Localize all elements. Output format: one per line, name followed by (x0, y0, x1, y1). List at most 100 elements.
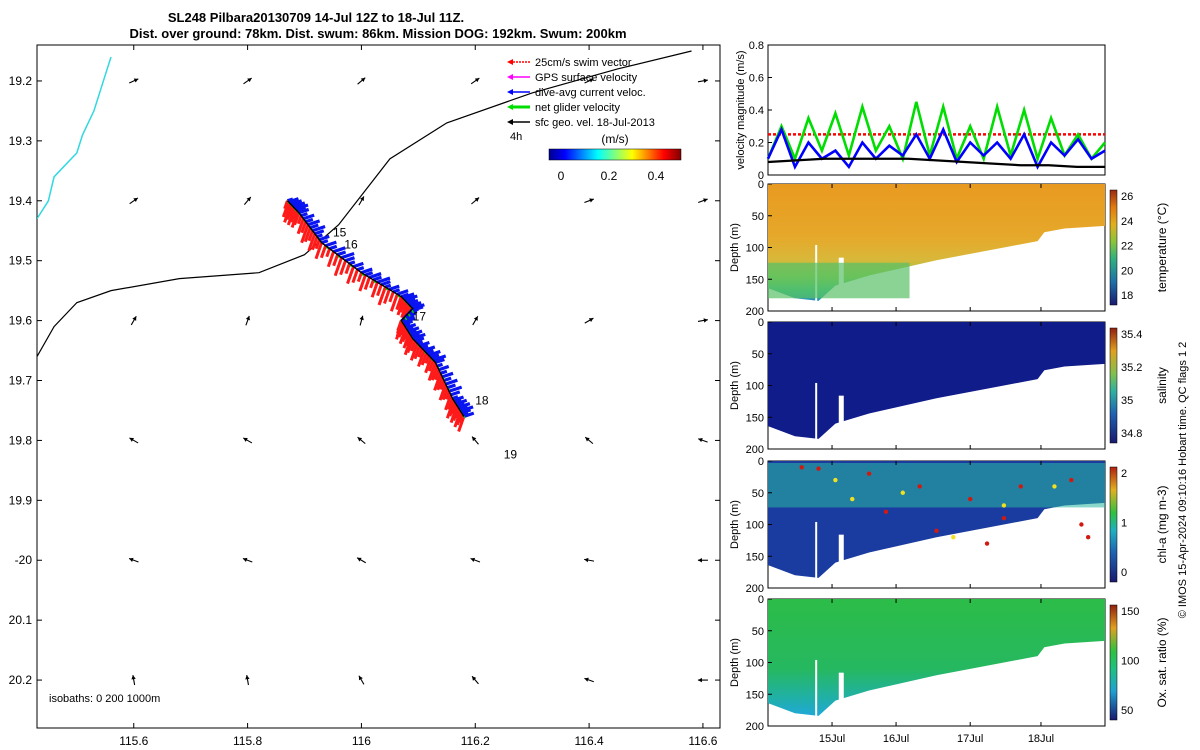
current-veloc-vector (463, 411, 475, 418)
depth-tick-label: 200 (746, 444, 764, 456)
colorbar-tick-0: 0 (558, 169, 565, 183)
current-veloc-vector (443, 376, 452, 383)
chl-point (968, 496, 973, 502)
swim-vector (410, 340, 417, 352)
current-veloc-vector (300, 212, 308, 218)
swim-vector (344, 263, 351, 275)
chl-point (866, 471, 872, 476)
swim-vector (417, 350, 426, 368)
current-veloc-vector (457, 402, 471, 409)
current-veloc-vector (456, 401, 465, 408)
section-panel-2: 0 50 100 150 200 Depth (m) 2 1 0 chl-a (mg m-3) (729, 456, 1169, 595)
current-vector-head (584, 677, 589, 682)
chl-point (1001, 515, 1007, 521)
section-colorbar-0 (1109, 189, 1118, 306)
swim-vector (400, 325, 407, 336)
depth-tick-label: 200 (746, 306, 764, 318)
current-veloc-vector (309, 223, 319, 230)
velocity-ylabel: velocity magnitude (m/s) (735, 50, 747, 169)
current-veloc-vector (461, 408, 472, 415)
current-veloc-vector (450, 390, 461, 397)
colorbar-tick-label: 34.8 (1121, 428, 1142, 440)
depth-tick-label: 150 (746, 551, 764, 563)
depth-tick-label: 50 (752, 349, 764, 361)
footer-text: © IMOS 15-Apr-2024 09:10:16 Hobart time.… (1177, 342, 1189, 619)
current-veloc-vector (451, 395, 459, 401)
current-veloc-vector (318, 234, 330, 242)
legend-arrowhead-0 (507, 59, 513, 65)
current-vector-head (472, 436, 477, 442)
map-y-tick-label: 19.3 (9, 134, 33, 148)
colorbar-tick-1: 0.2 (601, 169, 618, 183)
current-vector-head (470, 557, 476, 562)
depth-tick-label: 0 (758, 594, 764, 606)
current-veloc-vector (445, 378, 458, 386)
current-veloc-vector (428, 349, 441, 357)
current-veloc-vector (302, 213, 315, 221)
depth-tick-label: 150 (746, 412, 764, 424)
swim-vector (436, 376, 444, 391)
current-veloc-vector (421, 344, 429, 350)
swim-vector (453, 410, 462, 428)
day-label-3: 18 (475, 393, 489, 407)
chl-point (883, 509, 889, 514)
chl-point (1069, 477, 1074, 483)
colorbar-tick-label: 35.2 (1121, 362, 1142, 374)
swim-vector (396, 320, 403, 332)
current-vector-head (698, 438, 703, 443)
chl-point (816, 466, 821, 471)
colorbar-tick-label: 150 (1121, 606, 1139, 618)
map-x-tick-label: 115.8 (233, 734, 262, 748)
time-tick-label: 17Jul (957, 733, 983, 745)
swim-vector (300, 221, 308, 234)
swim-vector (377, 286, 387, 306)
current-veloc-vector (396, 289, 409, 296)
current-vector-head (703, 318, 708, 323)
current-vector-head (588, 318, 594, 323)
chl-max-layer (768, 463, 1105, 508)
colorbar-tick-label: 22 (1121, 241, 1133, 253)
swim-vector (332, 254, 339, 267)
current-veloc-vector (307, 219, 321, 227)
current-vector-head (473, 316, 478, 321)
swim-vector (402, 332, 411, 349)
day-label-0: 15 (333, 226, 347, 240)
current-veloc-vector (438, 364, 450, 372)
legend-time-label: 4h (510, 131, 522, 143)
chart-subtitle: Dist. over ground: 78km. Dist. swum: 86k… (129, 26, 626, 41)
depth-axis-label-3: Depth (m) (729, 638, 741, 687)
current-vector-head (585, 437, 590, 442)
depth-axis-label-1: Depth (m) (729, 361, 741, 410)
current-veloc-vector (405, 322, 417, 330)
section-panel-0: 0 50 100 150 200 Depth (m) 26 24 22 20 18 temperatu… (729, 179, 1169, 318)
swim-vector (433, 369, 441, 381)
swim-vector (458, 414, 465, 424)
swim-vector (433, 372, 442, 391)
current-vector-head (247, 78, 252, 83)
swim-vector (441, 387, 449, 401)
map-y-tick-label: 20.2 (9, 673, 33, 687)
swim-vector (333, 257, 343, 277)
current-vector-head (697, 677, 702, 683)
vel-y-tick-label: 0.2 (749, 138, 764, 150)
section-colorbar-2 (1109, 466, 1118, 583)
velocity-frame (767, 44, 1106, 176)
current-veloc-vector (329, 244, 338, 251)
glider-track (286, 200, 465, 417)
swim-vector (454, 408, 461, 419)
current-veloc-vector (432, 354, 447, 362)
current-veloc-vector (388, 284, 400, 291)
current-veloc-vector (407, 326, 420, 333)
current-vector-head (357, 437, 363, 442)
current-vector-head (246, 196, 251, 202)
depth-tick-label: 150 (746, 274, 764, 286)
swim-vector (358, 274, 367, 292)
legend-arrowhead-1 (507, 74, 513, 80)
current-vector-head (242, 557, 248, 562)
section-panel-3: 0 50 100 150 200 Depth (m) 150 100 50 Ox. sat. ra… (729, 594, 1169, 733)
swim-vector (346, 266, 355, 285)
swim-vector (397, 323, 405, 338)
time-tick-label: 16Jul (883, 733, 909, 745)
swim-vector (424, 357, 433, 374)
current-veloc-vector (458, 405, 468, 411)
